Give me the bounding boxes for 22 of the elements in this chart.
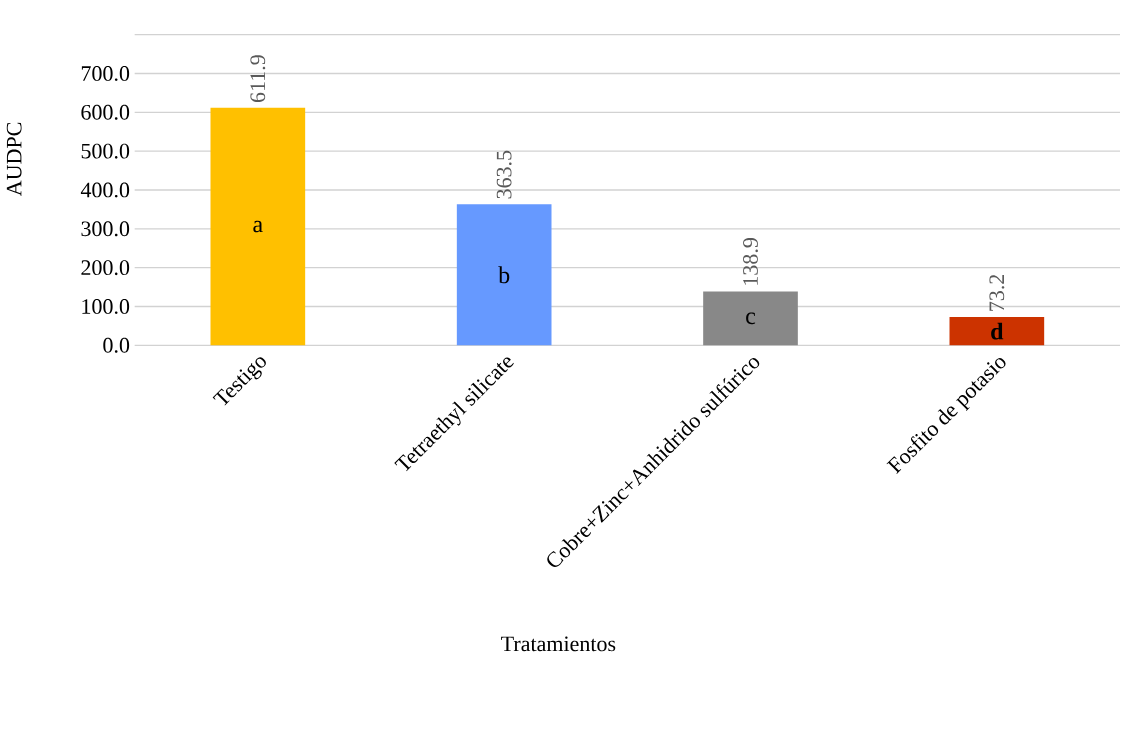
data-label: 73.2 (989, 274, 1005, 311)
data-label: 363.5 (496, 150, 512, 199)
y-tick-label: 300.0 (81, 221, 130, 237)
y-tick-label: 200.0 (81, 260, 130, 276)
data-label: 138.9 (743, 238, 758, 285)
annotation: b (498, 266, 510, 284)
y-axis-title: AUDPC (6, 122, 22, 197)
annotation: c (746, 312, 756, 325)
bar (210, 107, 306, 346)
bar (703, 291, 798, 346)
y-tick-label: 0.0 (103, 337, 130, 353)
y-tick-label: 600.0 (81, 104, 130, 120)
y-tick-label: 700.0 (81, 66, 130, 81)
annotation: a (253, 220, 263, 233)
x-axis-title: Tratamientos (501, 636, 616, 652)
y-tick-label: 400.0 (80, 182, 130, 198)
y-tick-label: 500.0 (81, 143, 130, 159)
annotation: d (991, 322, 1004, 340)
y-tick-label: 100.0 (82, 299, 130, 314)
data-label: 611.9 (250, 55, 266, 103)
bar (949, 316, 1045, 346)
bar (456, 204, 552, 346)
